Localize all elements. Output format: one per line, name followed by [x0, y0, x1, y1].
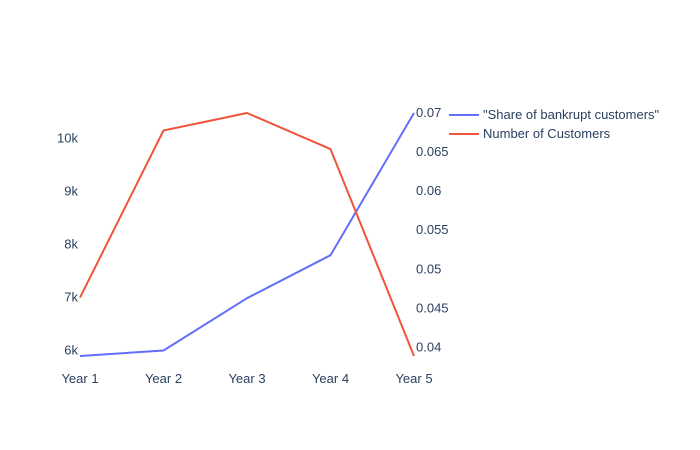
- legend-label: "Share of bankrupt customers": [483, 107, 660, 122]
- right-y-tick-label: 0.055: [416, 222, 449, 237]
- left-y-tick-label: 6k: [64, 343, 78, 358]
- legend-label: Number of Customers: [483, 126, 611, 141]
- x-tick-label: Year 5: [395, 371, 432, 386]
- right-y-tick-label: 0.06: [416, 183, 441, 198]
- left-y-tick-label: 9k: [64, 184, 78, 199]
- legend-item[interactable]: "Share of bankrupt customers": [449, 107, 660, 122]
- right-y-tick-label: 0.065: [416, 144, 449, 159]
- x-tick-label: Year 1: [61, 371, 98, 386]
- left-y-axis: 6k 7k 8k 9k 10k: [57, 130, 78, 357]
- x-axis: Year 1 Year 2 Year 3 Year 4 Year 5: [61, 371, 432, 386]
- x-tick-label: Year 2: [145, 371, 182, 386]
- series-line-0: [79, 112, 415, 357]
- right-y-tick-label: 0.07: [416, 105, 441, 120]
- left-y-tick-label: 7k: [64, 290, 78, 305]
- right-y-tick-label: 0.04: [416, 339, 441, 354]
- left-y-tick-label: 8k: [64, 237, 78, 252]
- series-line-1: [79, 112, 415, 357]
- left-y-tick-label: 10k: [57, 130, 78, 145]
- plot-area: [79, 112, 415, 357]
- x-tick-label: Year 4: [312, 371, 349, 386]
- right-y-tick-label: 0.045: [416, 300, 449, 315]
- legend-item[interactable]: Number of Customers: [449, 126, 611, 141]
- right-y-axis: 0.04 0.045 0.05 0.055 0.06 0.065 0.07: [416, 105, 449, 354]
- x-tick-label: Year 3: [228, 371, 265, 386]
- legend[interactable]: "Share of bankrupt customers" Number of C…: [449, 107, 660, 141]
- right-y-tick-label: 0.05: [416, 261, 441, 276]
